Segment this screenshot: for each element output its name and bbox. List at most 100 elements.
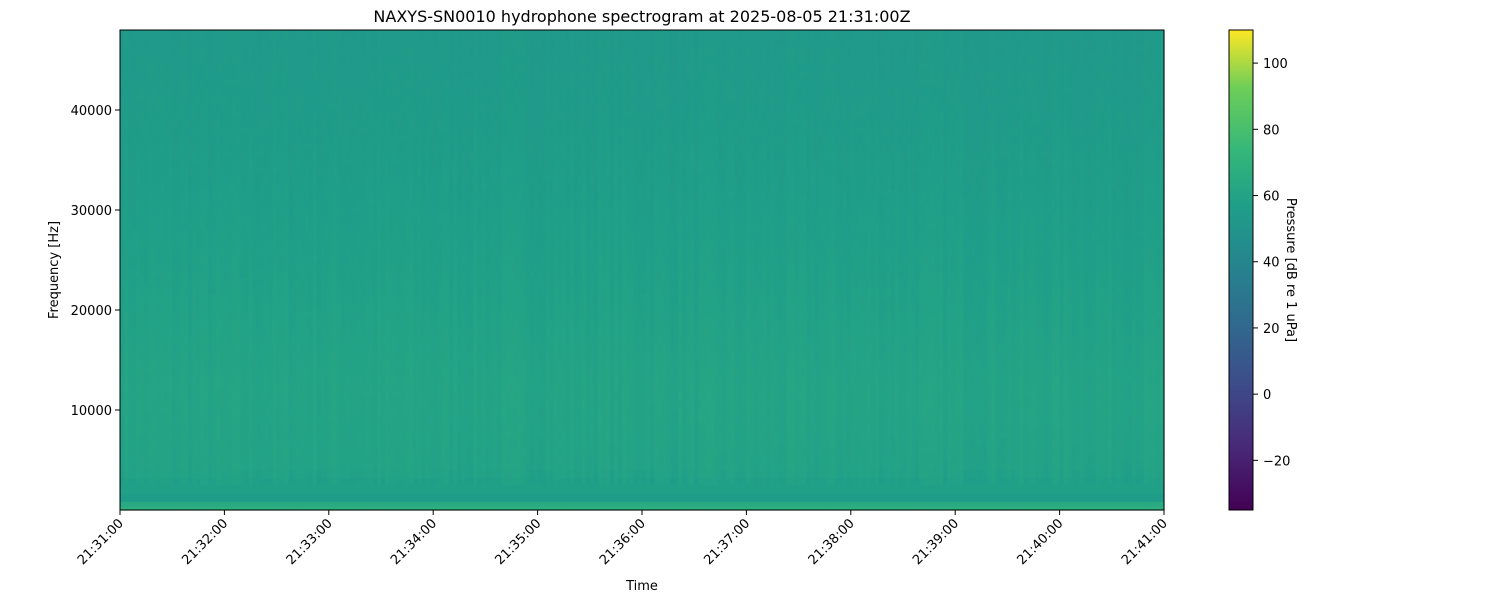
spectrogram-cell (646, 422, 651, 431)
spectrogram-cell (120, 430, 125, 439)
spectrogram-cell (457, 366, 462, 375)
spectrogram-cell (770, 358, 776, 367)
spectrogram-cell (469, 382, 474, 391)
spectrogram-cell (401, 454, 406, 463)
spectrogram-cell (738, 446, 743, 455)
spectrogram-cell (766, 454, 772, 463)
spectrogram-cell (814, 414, 820, 423)
spectrogram-cell (1103, 390, 1109, 399)
spectrogram-cell (224, 422, 230, 431)
spectrogram-cell (244, 438, 250, 447)
spectrogram-cell (1087, 430, 1093, 439)
spectrogram-cell (296, 470, 302, 479)
spectrogram-cell (340, 446, 346, 455)
spectrogram-cell (1127, 414, 1133, 423)
spectrogram-cell (810, 390, 816, 399)
spectrogram-cell (975, 470, 980, 479)
spectrogram-cell (706, 366, 711, 375)
spectrogram-cell (441, 374, 446, 383)
spectrogram-cell (979, 454, 984, 463)
spectrogram-cell (874, 470, 880, 479)
spectrogram-cell (1079, 438, 1085, 447)
spectrogram-cell (1155, 454, 1161, 463)
spectrogram-cell (364, 390, 370, 399)
spectrogram-cell (352, 470, 358, 479)
spectrogram-cell (1011, 382, 1017, 391)
spectrogram-cell (935, 454, 940, 463)
spectrogram-cell (1091, 478, 1097, 487)
spectrogram-cell (806, 406, 812, 415)
spectrogram-cell (204, 390, 209, 399)
spectrogram-cell (1055, 414, 1061, 423)
spectrogram-cell (617, 470, 623, 479)
spectrogram-cell (758, 422, 764, 431)
spectrogram-cell (228, 414, 234, 423)
spectrogram-cell (304, 454, 310, 463)
spectrogram-cell (381, 374, 386, 383)
spectrogram-cell (224, 478, 230, 487)
spectrogram-cell (413, 390, 418, 399)
spectrogram-cell (1147, 382, 1153, 391)
spectrogram-cell (818, 438, 824, 447)
spectrogram-cell (1127, 438, 1133, 447)
spectrogram-cell (726, 382, 731, 391)
spectrogram-cell (533, 446, 539, 455)
spectrogram-cell (1111, 438, 1117, 447)
spectrogram-cell (589, 390, 595, 399)
spectrogram-cell (597, 382, 603, 391)
spectrogram-cell (409, 382, 414, 391)
spectrogram-cell (1151, 398, 1157, 407)
spectrogram-cell (1027, 446, 1033, 455)
spectrogram-cell (128, 430, 133, 439)
spectrogram-cell (276, 438, 282, 447)
spectrogram-cell (256, 374, 262, 383)
spectrogram-cell (525, 438, 531, 447)
spectrogram-cell (437, 398, 442, 407)
spectrogram-cell (1087, 406, 1093, 415)
spectrogram-cell (124, 414, 129, 423)
spectrogram-cell (903, 438, 908, 447)
spectrogram-cell (160, 430, 165, 439)
spectrogram-cell (1135, 422, 1141, 431)
spectrogram-cell (642, 446, 647, 455)
spectrogram-cell (814, 478, 820, 487)
spectrogram-cell (272, 358, 278, 367)
spectrogram-cell (1003, 398, 1008, 407)
spectrogram-cell (678, 422, 683, 431)
spectrogram-cell (296, 350, 302, 359)
spectrogram-cell (264, 430, 270, 439)
spectrogram-cell (1155, 406, 1161, 415)
spectrogram-cell (698, 382, 703, 391)
spectrogram-cell (605, 446, 611, 455)
spectrogram-cell (734, 366, 739, 375)
spectrogram-cell (874, 382, 880, 391)
spectrogram-cell (501, 470, 507, 479)
spectrogram-cell (1151, 422, 1157, 431)
spectrogram-cell (1039, 454, 1045, 463)
spectrogram-cell (244, 446, 250, 455)
spectrogram-cell (734, 406, 739, 415)
spectrogram-cell (991, 414, 996, 423)
spectrogram-cell (766, 374, 772, 383)
spectrogram-cell (646, 446, 651, 455)
spectrogram-cell (1023, 462, 1029, 471)
spectrogram-cell (738, 358, 743, 367)
spectrogram-cell (433, 406, 438, 415)
spectrogram-cell (654, 470, 659, 479)
spectrogram-cell (573, 430, 579, 439)
spectrogram-cell (1015, 358, 1021, 367)
spectrogram-cell (927, 430, 932, 439)
spectrogram-cell (1055, 462, 1061, 471)
spectrogram-cell (878, 470, 884, 479)
spectrogram-cell (862, 406, 868, 415)
spectrogram-cell (232, 422, 238, 431)
spectrogram-cell (252, 390, 258, 399)
spectrogram-cell (236, 398, 242, 407)
spectrogram-cell (702, 374, 707, 383)
spectrogram-cell (674, 414, 679, 423)
spectrogram-cell (975, 374, 980, 383)
spectrogram-cell (537, 422, 543, 431)
spectrogram-cell (1023, 438, 1029, 447)
spectrogram-cell (493, 454, 499, 463)
spectrogram-cell (1143, 358, 1149, 367)
